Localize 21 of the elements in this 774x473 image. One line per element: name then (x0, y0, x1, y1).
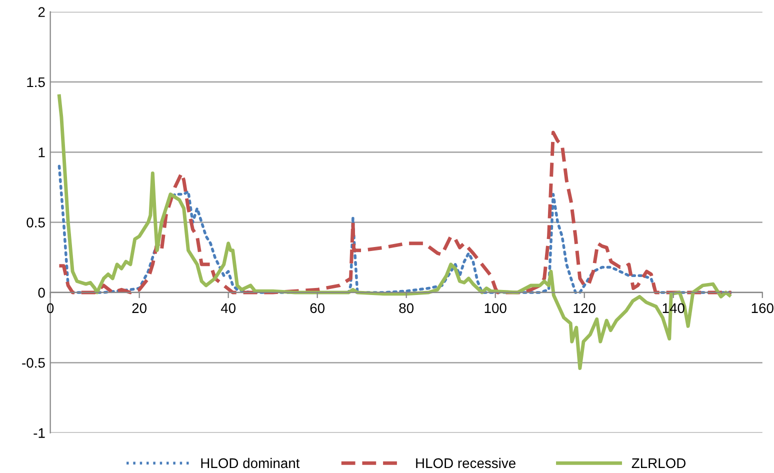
y-tick-label: 1.5 (27, 77, 45, 88)
line-series (58, 164, 733, 294)
legend-label: HLOD recessive (416, 458, 516, 468)
y-tick-label: -0.5 (22, 358, 45, 368)
y-tick-label: -1 (34, 428, 45, 438)
x-tick-label: 60 (310, 303, 325, 314)
x-tick-label: 40 (220, 303, 236, 314)
legend-label: HLOD dominant (201, 458, 300, 468)
x-tick-label: 100 (484, 303, 506, 314)
legend-label: ZLRLOD (632, 458, 686, 468)
x-tick-label: 20 (132, 303, 146, 314)
x-tick-label: 120 (574, 303, 596, 314)
line-series (57, 130, 733, 294)
y-tick-label: 1 (38, 148, 45, 158)
y-tick-label: 0.5 (26, 218, 45, 228)
x-tick-label: 160 (752, 303, 774, 314)
y-tick-label: 0 (38, 288, 45, 298)
x-tick-label: 80 (399, 303, 414, 314)
y-tick-label: 2 (38, 7, 45, 17)
line-series (57, 94, 732, 370)
x-tick-label: 0 (46, 303, 54, 314)
